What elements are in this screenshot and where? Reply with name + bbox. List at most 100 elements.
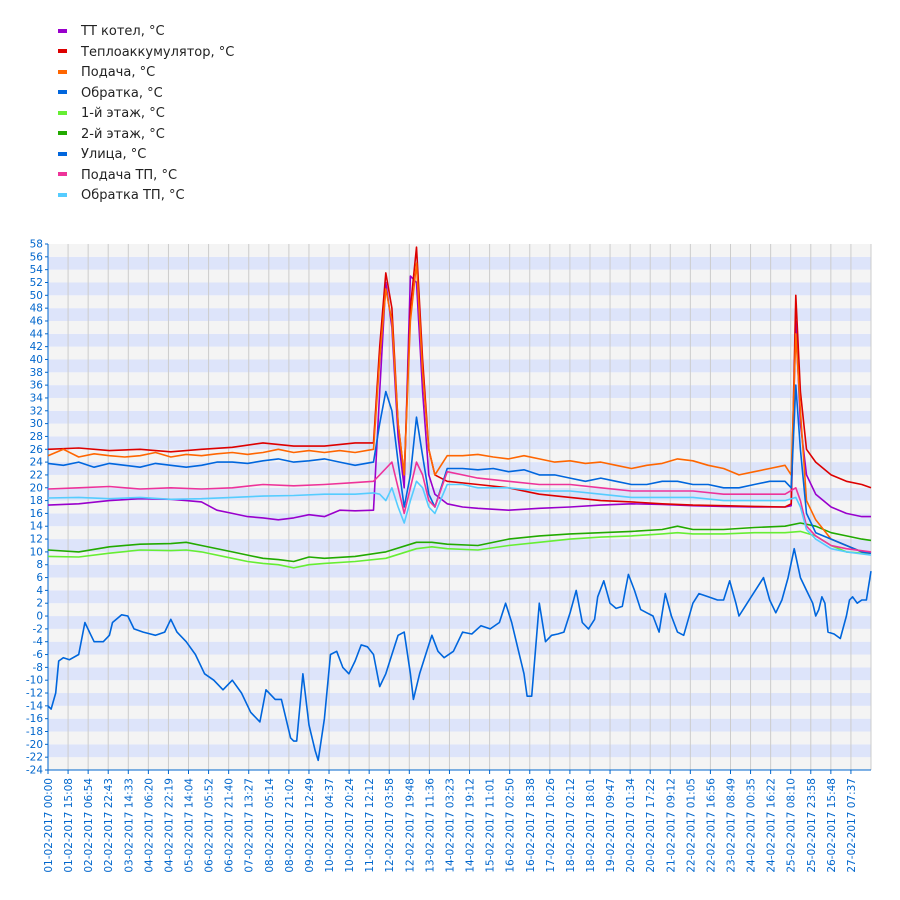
x-tick-label: 10-02-2017 04:37 bbox=[324, 778, 336, 873]
grid-band bbox=[48, 295, 871, 309]
grid-band bbox=[48, 513, 871, 527]
x-tick-label: 05-02-2017 14:04 bbox=[184, 778, 196, 873]
grid-band bbox=[48, 693, 871, 706]
x-tick-label: 26-02-2017 15:48 bbox=[826, 778, 838, 873]
grid-band bbox=[48, 282, 871, 296]
legend-label: Улица, °C bbox=[81, 147, 147, 162]
y-tick-label: 52 bbox=[30, 277, 43, 289]
grid-band bbox=[48, 320, 871, 334]
legend-label: ТТ котел, °C bbox=[81, 24, 165, 39]
x-tick-label: 14-02-2017 19:12 bbox=[465, 778, 477, 873]
series-line bbox=[47, 530, 871, 569]
legend-item: Обратка, °C bbox=[58, 84, 234, 105]
grid-band bbox=[48, 269, 871, 283]
grid-band bbox=[48, 731, 871, 745]
grid-band bbox=[48, 667, 871, 681]
legend-label: Теплоаккумулятор, °C bbox=[81, 44, 235, 60]
x-tick-label: 02-02-2017 22:43 bbox=[103, 778, 115, 873]
y-tick-label: 30 bbox=[30, 418, 43, 430]
grid-band bbox=[48, 346, 871, 360]
x-tick-label: 07-02-2017 13:27 bbox=[244, 778, 256, 873]
y-tick-label: 46 bbox=[30, 315, 44, 327]
x-tick-label: 20-02-2017 17:22 bbox=[645, 778, 657, 873]
grid-band bbox=[48, 474, 871, 488]
x-tick-label: 04-02-2017 06:20 bbox=[143, 778, 155, 873]
x-tick-label: 18-02-2017 18:01 bbox=[585, 778, 597, 873]
legend-swatch bbox=[58, 69, 67, 74]
legend-label: Подача, °C bbox=[81, 65, 156, 80]
series-line bbox=[47, 275, 871, 521]
x-tick-label: 27-02-2017 07:37 bbox=[846, 778, 858, 873]
legend-swatch bbox=[58, 49, 67, 53]
y-tick-label: 50 bbox=[30, 290, 43, 302]
legend-item: 2-й этаж, °C bbox=[58, 125, 234, 146]
y-tick-label: 16 bbox=[30, 508, 44, 520]
y-tick-label: 28 bbox=[30, 431, 43, 443]
y-tick-label: 12 bbox=[30, 534, 43, 546]
y-tick-label: 18 bbox=[30, 495, 43, 507]
x-tick-label: 24-02-2017 00:35 bbox=[746, 778, 758, 873]
x-tick-label: 19-02-2017 09:47 bbox=[605, 778, 617, 873]
legend-swatch bbox=[58, 151, 67, 156]
chart-legend: ТТ котел, °C Теплоаккумулятор, °C Подача, … bbox=[58, 22, 234, 207]
grid-band bbox=[48, 410, 871, 424]
grid-band bbox=[48, 744, 871, 758]
legend-item: Подача, °C bbox=[58, 63, 234, 84]
grid-band bbox=[48, 256, 871, 270]
y-tick-label: 42 bbox=[30, 341, 43, 353]
grid-band bbox=[48, 718, 871, 732]
grid-band bbox=[48, 705, 871, 719]
x-tick-label: 01-02-2017 15:08 bbox=[63, 778, 75, 873]
y-tick-label: 44 bbox=[30, 328, 44, 340]
y-tick-label: 26 bbox=[30, 444, 44, 456]
legend-swatch bbox=[58, 131, 67, 135]
y-tick-label: -14 bbox=[26, 700, 43, 712]
y-tick-label: 4 bbox=[36, 585, 43, 597]
x-tick-label: 17-02-2017 10:26 bbox=[545, 778, 557, 873]
x-tick-label: 04-02-2017 22:19 bbox=[163, 778, 175, 873]
x-tick-label: 16-02-2017 18:38 bbox=[525, 778, 537, 873]
legend-swatch bbox=[58, 28, 67, 33]
y-tick-label: -4 bbox=[33, 636, 44, 648]
x-tick-label: 20-02-2017 01:34 bbox=[625, 778, 637, 873]
y-tick-label: 14 bbox=[30, 521, 44, 533]
legend-label: 2-й этаж, °C bbox=[81, 126, 165, 142]
y-tick-label: 36 bbox=[30, 380, 44, 392]
y-tick-label: 40 bbox=[30, 354, 43, 366]
y-tick-label: -10 bbox=[26, 675, 43, 687]
x-tick-label: 15-02-2017 11:01 bbox=[485, 778, 497, 873]
series-line bbox=[47, 461, 872, 553]
legend-item: Теплоаккумулятор, °C bbox=[58, 43, 234, 64]
grid-band bbox=[48, 757, 871, 770]
legend-item: Подача ТП, °C bbox=[58, 166, 234, 187]
legend-swatch bbox=[58, 110, 67, 115]
y-tick-label: 24 bbox=[30, 457, 44, 469]
x-tick-label: 22-02-2017 01:05 bbox=[685, 778, 697, 873]
y-tick-label: 22 bbox=[30, 469, 43, 481]
y-tick-label: -6 bbox=[33, 649, 44, 661]
y-tick-label: -20 bbox=[26, 739, 43, 751]
x-tick-label: 03-02-2017 14:33 bbox=[123, 778, 135, 873]
y-tick-label: -16 bbox=[26, 713, 43, 725]
x-tick-label: 01-02-2017 00:00 bbox=[43, 778, 55, 873]
legend-label: 1-й этаж, °C bbox=[81, 106, 165, 121]
x-tick-label: 18-02-2017 02:12 bbox=[565, 778, 577, 873]
x-tick-label: 11-02-2017 12:12 bbox=[364, 778, 376, 873]
series-line bbox=[47, 522, 872, 563]
grid-band bbox=[48, 577, 871, 591]
legend-swatch bbox=[58, 192, 67, 197]
x-tick-label: 13-02-2017 11:36 bbox=[424, 778, 436, 873]
legend-label: Обратка ТП, °C bbox=[81, 188, 185, 203]
y-tick-label: -12 bbox=[26, 688, 43, 700]
x-tick-label: 25-02-2017 23:58 bbox=[806, 778, 818, 873]
y-tick-label: -22 bbox=[26, 752, 43, 764]
grid-band bbox=[48, 308, 871, 321]
y-tick-label: 48 bbox=[30, 303, 43, 315]
x-tick-label: 12-02-2017 03:58 bbox=[384, 778, 396, 873]
grid-band bbox=[48, 603, 871, 617]
y-tick-label: -24 bbox=[26, 765, 43, 777]
grid-band bbox=[48, 551, 871, 565]
x-tick-label: 16-02-2017 02:50 bbox=[505, 778, 517, 873]
x-tick-label: 22-02-2017 16:56 bbox=[705, 778, 717, 873]
